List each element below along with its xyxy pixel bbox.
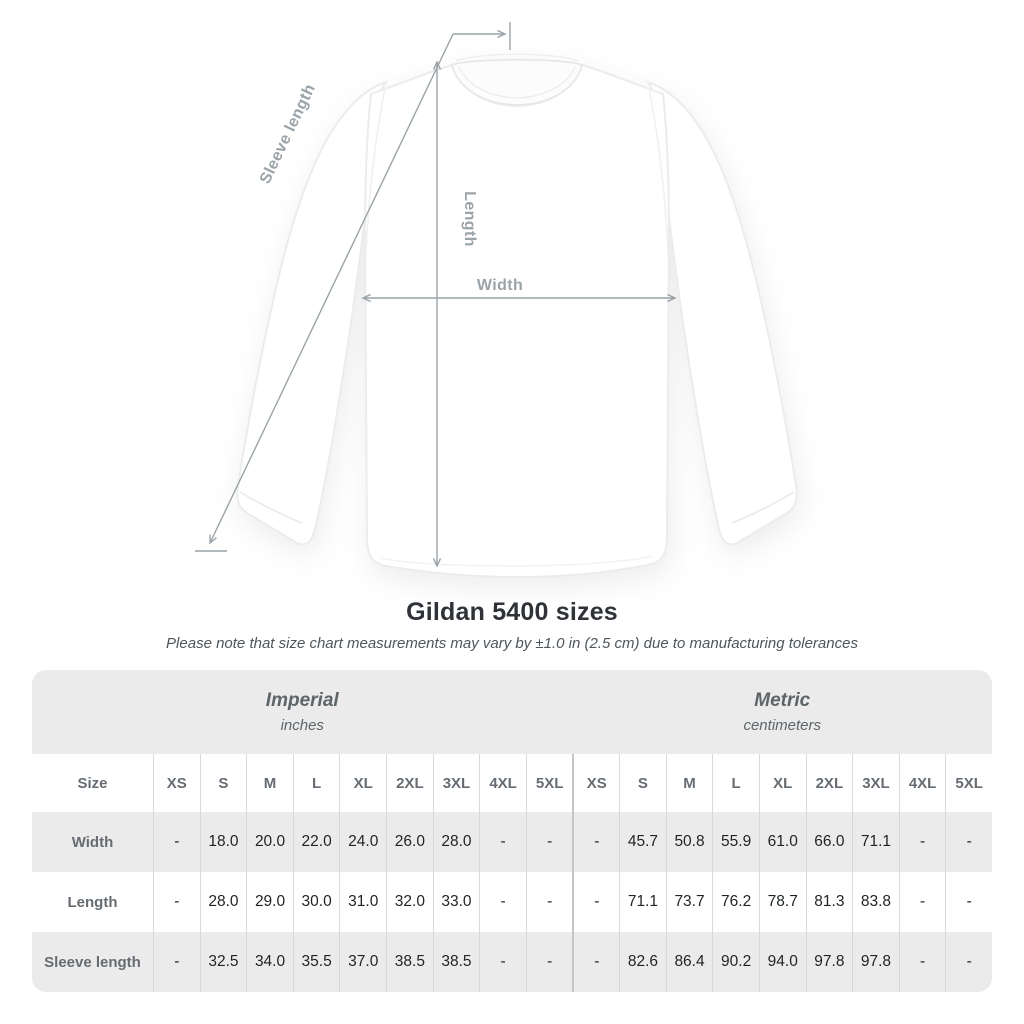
size-col-header: XS <box>572 754 620 812</box>
table-cell: 94.0 <box>758 932 806 992</box>
table-cell: 26.0 <box>386 812 433 872</box>
table-cell: 66.0 <box>805 812 853 872</box>
long-sleeve-shirt-illustration <box>236 53 798 579</box>
length-label: Length <box>461 191 478 247</box>
table-cell: 38.5 <box>432 932 480 992</box>
table-cell: 34.0 <box>246 932 293 992</box>
table-cell: - <box>945 872 992 932</box>
size-col-header: 3XL <box>852 754 899 812</box>
table-cell: 86.4 <box>665 932 713 992</box>
table-cell: - <box>898 932 946 992</box>
table-cell: 32.0 <box>386 872 433 932</box>
imperial-label: Imperial <box>265 690 339 711</box>
table-cell: - <box>525 872 573 932</box>
table-cell: 78.7 <box>758 872 806 932</box>
size-col-header: 5XL <box>945 754 992 812</box>
table-cell: 82.6 <box>619 932 666 992</box>
table-cell: 81.3 <box>805 872 853 932</box>
table-cell: 33.0 <box>432 872 480 932</box>
table-cell: 71.1 <box>619 872 666 932</box>
size-col-header: 4XL <box>898 754 946 812</box>
table-cell: 31.0 <box>339 872 387 932</box>
imperial-sublabel: inches <box>280 717 324 734</box>
size-col-header: S <box>619 754 666 812</box>
imperial-group-header: Imperial inches <box>32 670 572 754</box>
shirt-measurement-diagram: Sleeve length Length Width <box>195 22 798 579</box>
table-cell: 97.8 <box>852 932 899 992</box>
table-cell: 50.8 <box>665 812 713 872</box>
size-col-header: L <box>712 754 759 812</box>
size-col-header: M <box>246 754 293 812</box>
size-column-header: Size <box>32 754 153 812</box>
table-cell: - <box>572 932 619 992</box>
table-cell: - <box>153 812 200 872</box>
row-label-width: Width <box>71 833 114 851</box>
table-cell: 38.5 <box>386 932 433 992</box>
table-cell: 90.2 <box>712 932 759 992</box>
table-cell: - <box>898 812 946 872</box>
table-cell: 83.8 <box>852 872 899 932</box>
width-label: Width <box>477 277 523 294</box>
size-col-header: S <box>199 754 247 812</box>
table-cell: 32.5 <box>199 932 247 992</box>
size-col-header: 2XL <box>805 754 853 812</box>
table-cell: - <box>525 932 573 992</box>
metric-group-header: Metric centimeters <box>572 670 992 754</box>
table-cell: - <box>153 872 200 932</box>
table-cell: 37.0 <box>339 932 386 992</box>
table-cell: 61.0 <box>758 812 806 872</box>
size-col-header: XS <box>153 754 200 812</box>
size-col-header: L <box>292 754 340 812</box>
table-cell: - <box>945 812 992 872</box>
table-cell: - <box>525 812 573 872</box>
table-cell: 76.2 <box>712 872 759 932</box>
table-cell: - <box>479 932 526 992</box>
table-cell: 30.0 <box>292 872 340 932</box>
size-col-header: 5XL <box>525 754 573 812</box>
size-table: Imperial inches Metric centimeters Size … <box>32 670 992 992</box>
size-col-header: XL <box>339 754 387 812</box>
table-cell: 35.5 <box>292 932 340 992</box>
metric-sublabel: centimeters <box>743 717 821 734</box>
table-cell: 18.0 <box>199 812 247 872</box>
size-col-header: XL <box>758 754 806 812</box>
table-cell: 73.7 <box>665 872 713 932</box>
table-cell: - <box>479 812 526 872</box>
table-cell: - <box>898 872 946 932</box>
table-cell: 28.0 <box>432 812 480 872</box>
row-label-length: Length <box>32 872 153 932</box>
table-cell: - <box>479 872 526 932</box>
tolerance-note: Please note that size chart measurements… <box>166 635 858 652</box>
table-cell: 45.7 <box>619 812 666 872</box>
table-cell: 22.0 <box>292 812 340 872</box>
table-cell: 28.0 <box>199 872 247 932</box>
table-cell: 24.0 <box>339 812 386 872</box>
row-label-sleeve-length: Sleeve length <box>44 953 141 971</box>
table-cell: 20.0 <box>246 812 293 872</box>
table-cell: - <box>572 812 619 872</box>
table-cell: - <box>153 932 200 992</box>
page-title: Gildan 5400 sizes <box>406 598 618 626</box>
table-cell: 71.1 <box>852 812 899 872</box>
table-cell: 55.9 <box>712 812 759 872</box>
sleeve-length-label: Sleeve length <box>257 82 319 187</box>
size-col-header: 3XL <box>432 754 480 812</box>
table-cell: 97.8 <box>805 932 853 992</box>
table-cell: - <box>572 872 620 932</box>
size-col-header: 4XL <box>479 754 526 812</box>
metric-label: Metric <box>754 690 811 711</box>
table-cell: - <box>945 932 992 992</box>
size-col-header: M <box>665 754 713 812</box>
size-col-header: 2XL <box>386 754 433 812</box>
sleeve-length-arrow <box>195 22 511 552</box>
table-cell: 29.0 <box>246 872 293 932</box>
title-block: Gildan 5400 sizes Please note that size … <box>0 598 1024 652</box>
